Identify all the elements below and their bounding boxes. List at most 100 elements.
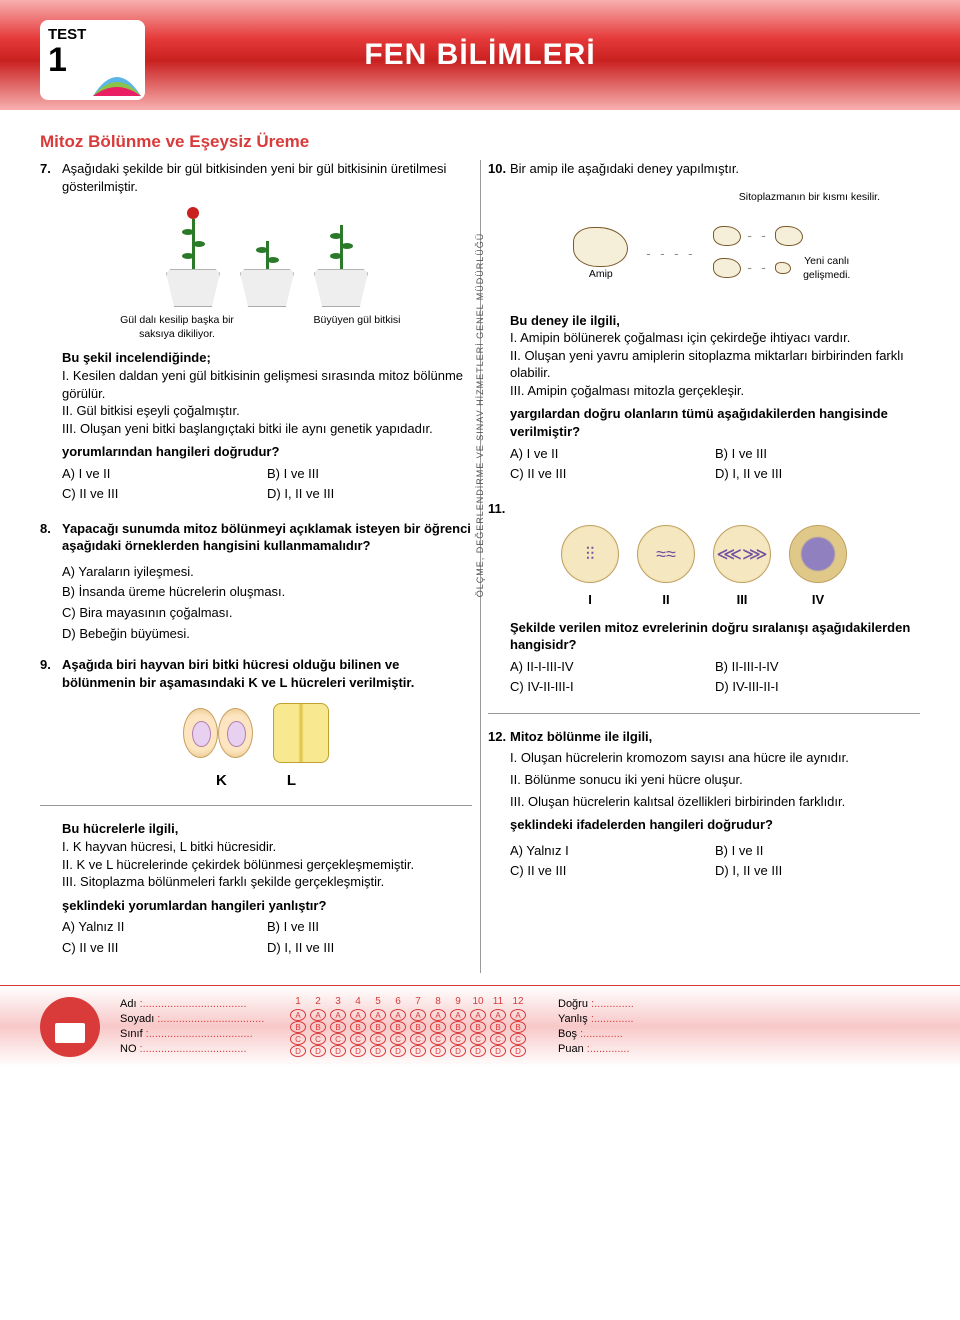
q8-opt-c[interactable]: C) Bira mayasının çoğalması. bbox=[62, 604, 472, 622]
answer-bubble[interactable]: D bbox=[490, 1045, 506, 1057]
q10-i: I. Amipin bölünerek çoğalması için çekir… bbox=[510, 329, 920, 347]
amoeba-icon bbox=[573, 227, 628, 267]
q9-opt-d[interactable]: D) I, II ve III bbox=[267, 939, 472, 957]
answer-bubble[interactable]: C bbox=[450, 1033, 466, 1045]
q7-caption-left: Gül dalı kesilip başka bir saksıya dikil… bbox=[117, 313, 237, 341]
q9-opt-a[interactable]: A) Yalnız II bbox=[62, 918, 267, 936]
answer-bubble[interactable]: A bbox=[310, 1009, 326, 1021]
q8-opt-b[interactable]: B) İnsanda üreme hücrelerin oluşması. bbox=[62, 583, 472, 601]
q11-opt-a[interactable]: A) II-I-III-IV bbox=[510, 658, 715, 676]
answer-bubble[interactable]: C bbox=[310, 1033, 326, 1045]
q10-ask: yargılardan doğru olanların tümü aşağıda… bbox=[510, 405, 920, 440]
answer-bubble[interactable]: B bbox=[310, 1021, 326, 1033]
q12-number: 12. bbox=[488, 728, 510, 838]
q8-opt-a[interactable]: A) Yaraların iyileşmesi. bbox=[62, 563, 472, 581]
answer-bubble[interactable]: A bbox=[510, 1009, 526, 1021]
grid-num: 9 bbox=[450, 996, 466, 1007]
answer-bubble[interactable]: B bbox=[370, 1021, 386, 1033]
q7-opt-d[interactable]: D) I, II ve III bbox=[267, 485, 472, 503]
q9-ask: şeklindeki yorumlardan hangileri yanlışt… bbox=[62, 897, 472, 915]
label-soyadi: Soyadı bbox=[120, 1013, 154, 1025]
q7-number: 7. bbox=[40, 160, 62, 199]
answer-bubble[interactable]: D bbox=[370, 1045, 386, 1057]
subtitle: Mitoz Bölünme ve Eşeysiz Üreme bbox=[40, 132, 920, 152]
answer-bubble[interactable]: C bbox=[430, 1033, 446, 1045]
q7-diagram: Gül dalı kesilip başka bir saksıya dikil… bbox=[62, 207, 472, 341]
answer-bubble[interactable]: D bbox=[290, 1045, 306, 1057]
grid-num: 12 bbox=[510, 996, 526, 1007]
mitosis-cell-icon: ≈≈ bbox=[637, 525, 695, 583]
q12-iii: III. Oluşan hücrelerin kalıtsal özellikl… bbox=[510, 793, 920, 811]
dash-arrow-icon: - - - - bbox=[646, 245, 695, 263]
question-9: 9. Aşağıda biri hayvan biri bitki hücres… bbox=[40, 656, 472, 959]
answer-bubble[interactable]: B bbox=[470, 1021, 486, 1033]
answer-bubble[interactable]: D bbox=[350, 1045, 366, 1057]
answer-bubble[interactable]: B bbox=[450, 1021, 466, 1033]
answer-bubble[interactable]: B bbox=[430, 1021, 446, 1033]
answer-bubble[interactable]: D bbox=[330, 1045, 346, 1057]
answer-bubble[interactable]: A bbox=[390, 1009, 406, 1021]
q12-opt-c[interactable]: C) II ve III bbox=[510, 862, 715, 880]
answer-bubble[interactable]: B bbox=[510, 1021, 526, 1033]
answer-bubble[interactable]: C bbox=[290, 1033, 306, 1045]
answer-bubble[interactable]: A bbox=[330, 1009, 346, 1021]
answer-bubble[interactable]: D bbox=[390, 1045, 406, 1057]
answer-bubble[interactable]: C bbox=[350, 1033, 366, 1045]
mitosis-cell-icon: ⋘⋙ bbox=[713, 525, 771, 583]
answer-bubble[interactable]: D bbox=[310, 1045, 326, 1057]
q11-l1: I bbox=[561, 591, 619, 609]
answer-bubble[interactable]: C bbox=[510, 1033, 526, 1045]
grid-num: 5 bbox=[370, 996, 386, 1007]
answer-bubble[interactable]: C bbox=[470, 1033, 486, 1045]
answer-bubble[interactable]: C bbox=[490, 1033, 506, 1045]
q10-opt-a[interactable]: A) I ve II bbox=[510, 445, 715, 463]
answer-bubble[interactable]: B bbox=[350, 1021, 366, 1033]
answer-bubble[interactable]: C bbox=[410, 1033, 426, 1045]
answer-bubble[interactable]: B bbox=[290, 1021, 306, 1033]
q9-opt-b[interactable]: B) I ve III bbox=[267, 918, 472, 936]
answer-bubble[interactable]: A bbox=[450, 1009, 466, 1021]
q9-opt-c[interactable]: C) II ve III bbox=[62, 939, 267, 957]
q7-opt-b[interactable]: B) I ve III bbox=[267, 465, 472, 483]
answer-bubble[interactable]: D bbox=[450, 1045, 466, 1057]
q11-opt-d[interactable]: D) IV-III-II-I bbox=[715, 678, 920, 696]
answer-bubble[interactable]: D bbox=[410, 1045, 426, 1057]
q10-intro: Bir amip ile aşağıdaki deney yapılmıştır… bbox=[510, 160, 920, 178]
answer-bubble[interactable]: A bbox=[410, 1009, 426, 1021]
q10-opt-d[interactable]: D) I, II ve III bbox=[715, 465, 920, 483]
answer-bubble[interactable]: A bbox=[470, 1009, 486, 1021]
q7-intro: Aşağıdaki şekilde bir gül bitkisinden ye… bbox=[62, 160, 472, 195]
q10-opt-b[interactable]: B) I ve III bbox=[715, 445, 920, 463]
answer-bubble[interactable]: A bbox=[430, 1009, 446, 1021]
answer-bubble[interactable]: B bbox=[390, 1021, 406, 1033]
hr bbox=[488, 713, 920, 714]
q10-caption-top: Sitoplazmanın bir kısmı kesilir. bbox=[510, 190, 920, 204]
answer-bubble[interactable]: C bbox=[390, 1033, 406, 1045]
label-bos: Boş bbox=[558, 1028, 577, 1040]
q7-opt-c[interactable]: C) II ve III bbox=[62, 485, 267, 503]
q11-opt-b[interactable]: B) II-III-I-IV bbox=[715, 658, 920, 676]
q12-opt-d[interactable]: D) I, II ve III bbox=[715, 862, 920, 880]
answer-bubble[interactable]: B bbox=[330, 1021, 346, 1033]
answer-bubble[interactable]: A bbox=[350, 1009, 366, 1021]
q12-opt-b[interactable]: B) I ve II bbox=[715, 842, 920, 860]
q12-opt-a[interactable]: A) Yalnız I bbox=[510, 842, 715, 860]
answer-bubble[interactable]: A bbox=[290, 1009, 306, 1021]
q7-opt-a[interactable]: A) I ve II bbox=[62, 465, 267, 483]
answer-bubble[interactable]: A bbox=[490, 1009, 506, 1021]
answer-bubble[interactable]: B bbox=[490, 1021, 506, 1033]
answer-bubble[interactable]: C bbox=[370, 1033, 386, 1045]
answer-bubble[interactable]: C bbox=[330, 1033, 346, 1045]
answer-bubble[interactable]: D bbox=[510, 1045, 526, 1057]
answer-bubble[interactable]: A bbox=[370, 1009, 386, 1021]
q10-opt-c[interactable]: C) II ve III bbox=[510, 465, 715, 483]
test-number: 1 bbox=[48, 43, 67, 77]
answer-bubble[interactable]: D bbox=[430, 1045, 446, 1057]
q9-intro: Aşağıda biri hayvan biri bitki hücresi o… bbox=[62, 656, 472, 691]
column-left: 7. Aşağıdaki şekilde bir gül bitkisinden… bbox=[40, 160, 472, 973]
q7-iii: III. Oluşan yeni bitki başlangıçtaki bit… bbox=[62, 420, 472, 438]
answer-bubble[interactable]: B bbox=[410, 1021, 426, 1033]
q11-opt-c[interactable]: C) IV-II-III-I bbox=[510, 678, 715, 696]
answer-bubble[interactable]: D bbox=[470, 1045, 486, 1057]
q8-opt-d[interactable]: D) Bebeğin büyümesi. bbox=[62, 625, 472, 643]
